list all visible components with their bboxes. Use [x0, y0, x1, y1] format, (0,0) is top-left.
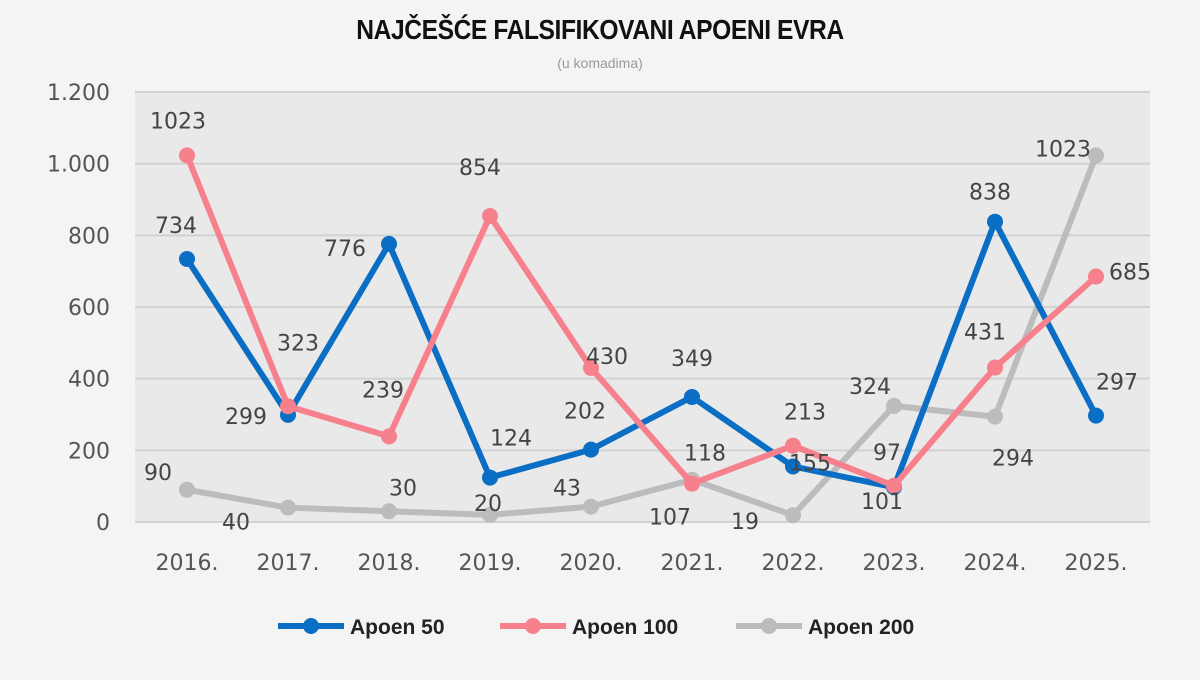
data-label: 97 [873, 441, 901, 466]
data-point [785, 437, 801, 454]
x-tick-label: 2025. [1065, 551, 1128, 576]
data-point [381, 503, 397, 520]
data-label: 124 [490, 427, 532, 452]
legend-label: Apoen 100 [572, 616, 678, 639]
data-label: 118 [684, 442, 726, 467]
data-label: 155 [789, 451, 831, 476]
data-point [179, 147, 195, 164]
chart-subtitle: (u komadima) [557, 55, 643, 71]
y-tick-label: 1.000 [47, 153, 110, 178]
data-label: 431 [964, 321, 1006, 346]
data-point [280, 499, 296, 516]
x-tick-label: 2023. [863, 551, 926, 576]
data-point [684, 475, 700, 492]
data-label: 20 [474, 492, 502, 517]
data-label: 43 [553, 477, 581, 502]
data-point [179, 250, 195, 267]
legend-marker [761, 618, 777, 634]
data-label: 30 [389, 476, 417, 501]
data-label: 107 [649, 506, 691, 531]
data-point [886, 397, 902, 414]
data-label: 40 [222, 511, 250, 536]
data-point [381, 235, 397, 252]
y-tick-label: 600 [68, 296, 110, 321]
data-point [785, 507, 801, 524]
data-label: 838 [969, 181, 1011, 206]
data-label: 324 [849, 375, 891, 400]
data-point [886, 477, 902, 494]
x-tick-label: 2018. [358, 551, 421, 576]
x-tick-label: 2019. [459, 551, 522, 576]
data-label: 323 [277, 331, 319, 356]
y-tick-label: 400 [68, 368, 110, 393]
data-label: 734 [155, 214, 197, 239]
data-label: 299 [225, 405, 267, 430]
data-label: 1023 [1035, 137, 1091, 162]
y-tick-label: 0 [96, 511, 110, 536]
y-tick-label: 200 [68, 439, 110, 464]
data-label: 776 [324, 237, 366, 262]
data-point [583, 498, 599, 515]
y-tick-label: 1.200 [47, 81, 110, 106]
data-label: 239 [362, 378, 404, 403]
data-label: 349 [671, 347, 713, 372]
data-label: 685 [1109, 261, 1151, 286]
data-point [987, 408, 1003, 425]
data-point [280, 398, 296, 415]
data-point [987, 213, 1003, 230]
data-label: 297 [1096, 371, 1138, 396]
x-tick-label: 2017. [257, 551, 320, 576]
y-tick-label: 800 [68, 224, 110, 249]
series-line-2 [184, 154, 1099, 489]
x-tick-label: 2016. [156, 551, 219, 576]
data-point [482, 469, 498, 486]
data-label: 854 [459, 156, 501, 181]
x-tick-label: 2020. [560, 551, 623, 576]
data-point [482, 207, 498, 224]
data-label: 213 [784, 401, 826, 426]
data-point [1088, 268, 1104, 285]
x-tick-label: 2024. [964, 551, 1027, 576]
legend-label: Apoen 200 [808, 616, 914, 639]
data-label: 101 [861, 490, 903, 515]
data-point [583, 359, 599, 376]
x-tick-label: 2021. [661, 551, 724, 576]
legend-marker [525, 618, 541, 634]
legend-marker [303, 618, 319, 634]
data-label: 202 [564, 400, 606, 425]
data-label: 19 [731, 510, 759, 535]
data-point [1088, 147, 1104, 164]
data-label: 430 [586, 345, 628, 370]
data-label: 90 [144, 461, 172, 486]
data-point [583, 441, 599, 458]
data-point [482, 506, 498, 523]
data-label: 294 [992, 447, 1034, 472]
data-point [684, 388, 700, 405]
data-label: 1023 [150, 109, 206, 134]
data-point [179, 481, 195, 498]
data-point [381, 428, 397, 445]
data-point [1088, 407, 1104, 424]
series-line-3 [186, 154, 1099, 519]
chart-title: NAJČEŠĆE FALSIFIKOVANI APOENI EVRA [356, 14, 844, 45]
legend-label: Apoen 50 [350, 616, 445, 639]
data-point [785, 458, 801, 475]
data-point [987, 359, 1003, 376]
x-tick-label: 2022. [762, 551, 825, 576]
